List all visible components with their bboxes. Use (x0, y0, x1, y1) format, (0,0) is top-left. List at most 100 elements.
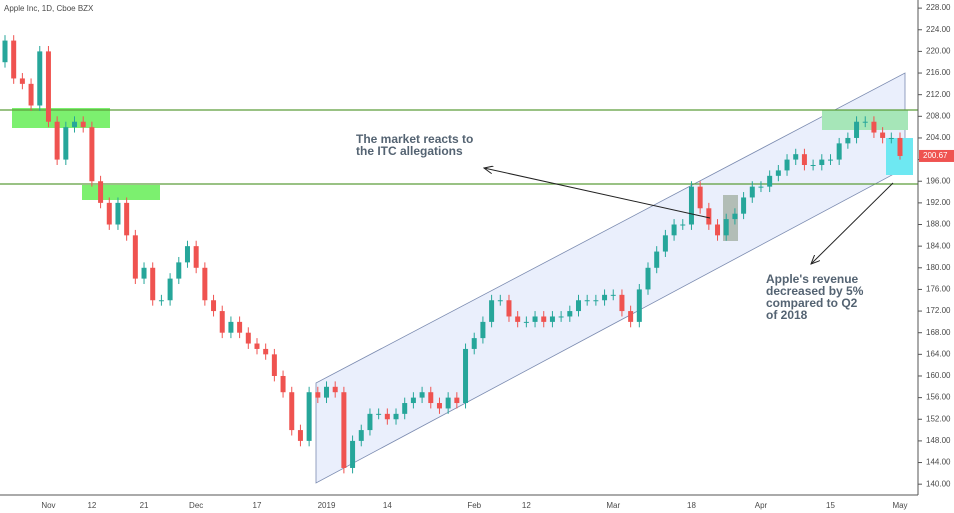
last-price-label: 200.67 (923, 151, 948, 160)
candle-body (350, 440, 356, 468)
annotation: compared to Q2 (766, 296, 858, 310)
y-tick-label: 204.00 (926, 133, 951, 142)
candle-body (541, 316, 547, 322)
candle-body (523, 321, 529, 323)
y-tick-label: 188.00 (926, 220, 951, 229)
y-tick-label: 172.00 (926, 306, 951, 315)
y-tick-label: 156.00 (926, 393, 951, 402)
candle-body (280, 375, 286, 393)
candle-body (106, 202, 112, 225)
candle-body (732, 213, 738, 220)
candle-body (150, 267, 156, 301)
candle-body (880, 132, 886, 138)
candle-body (45, 51, 51, 122)
y-tick-label: 168.00 (926, 328, 951, 337)
x-tick-label: 12 (522, 501, 531, 510)
candle-body (819, 159, 825, 165)
candle-body (532, 316, 538, 322)
candle-body (575, 300, 581, 312)
candle-body (202, 267, 208, 301)
candle-body (72, 121, 78, 128)
y-tick-label: 160.00 (926, 371, 951, 380)
candle-body (436, 403, 442, 409)
candle-body (228, 321, 234, 333)
candle-body (567, 311, 573, 317)
candle-body (428, 392, 434, 404)
candle-body (810, 165, 816, 166)
candle-body (19, 78, 25, 84)
candle-body (341, 392, 347, 468)
candle-body (827, 159, 833, 161)
candle-body (628, 311, 634, 322)
candle-body (758, 186, 764, 188)
candle-body (471, 338, 477, 349)
candle-body (141, 267, 147, 279)
candle-body (767, 175, 773, 187)
candle-body (688, 186, 694, 225)
candle-body (254, 343, 260, 349)
candle-body (167, 278, 173, 301)
candle-body (463, 348, 469, 404)
candle-body (306, 392, 312, 441)
x-tick-label: 21 (140, 501, 149, 510)
x-tick-label: 12 (87, 501, 96, 510)
y-tick-label: 144.00 (926, 458, 951, 467)
x-tick-label: Mar (606, 501, 620, 510)
candle-body (63, 127, 69, 160)
y-tick-label: 192.00 (926, 198, 951, 207)
candle-body (680, 224, 686, 226)
candle-body (454, 397, 460, 404)
candle-body (775, 170, 781, 176)
candle-body (271, 354, 277, 376)
candle-body (289, 392, 295, 431)
candle-body (610, 294, 616, 296)
candle-body (888, 137, 894, 139)
candle-body (489, 300, 495, 322)
candle-body (593, 300, 599, 302)
candle-body (89, 127, 95, 182)
candle-body (98, 181, 104, 203)
candle-body (723, 219, 729, 236)
candle-body (393, 413, 399, 420)
y-tick-label: 152.00 (926, 414, 951, 423)
candle-body (193, 246, 199, 268)
candle-body (515, 316, 521, 322)
y-tick-label: 180.00 (926, 263, 951, 272)
candle-body (671, 224, 677, 236)
y-tick-label: 224.00 (926, 25, 951, 34)
last-price-box (919, 149, 954, 162)
y-tick-label: 216.00 (926, 68, 951, 77)
y-tick-label: 228.00 (926, 3, 951, 12)
candle-body (636, 289, 642, 322)
candle-body (845, 137, 851, 144)
y-tick-label: 208.00 (926, 111, 951, 120)
annotation: Apple's revenue (766, 272, 859, 286)
candle-body (793, 154, 799, 160)
x-tick-label: 15 (826, 501, 835, 510)
candle-body (854, 121, 860, 138)
candle-body (445, 397, 451, 409)
candle-body (124, 202, 130, 236)
candle-body (376, 413, 382, 415)
candle-body (176, 262, 182, 279)
candle-body (645, 267, 651, 290)
candle-body (584, 300, 590, 302)
y-tick-label: 212.00 (926, 90, 951, 99)
candle-body (2, 40, 8, 63)
support-zone (12, 108, 110, 128)
y-tick-label: 184.00 (926, 241, 951, 250)
candle-body (741, 197, 747, 214)
candles (2, 35, 903, 474)
candle-body (324, 386, 330, 398)
x-tick-label: Nov (41, 501, 55, 510)
candle-body (801, 154, 807, 165)
candle-body (237, 321, 243, 333)
candle-body (862, 121, 868, 123)
candle-body (245, 332, 251, 344)
x-tick-label: 18 (687, 501, 696, 510)
x-tick-label: Apr (755, 501, 768, 510)
candle-body (358, 430, 364, 441)
candle-body (11, 40, 17, 79)
candle-body (297, 430, 303, 441)
